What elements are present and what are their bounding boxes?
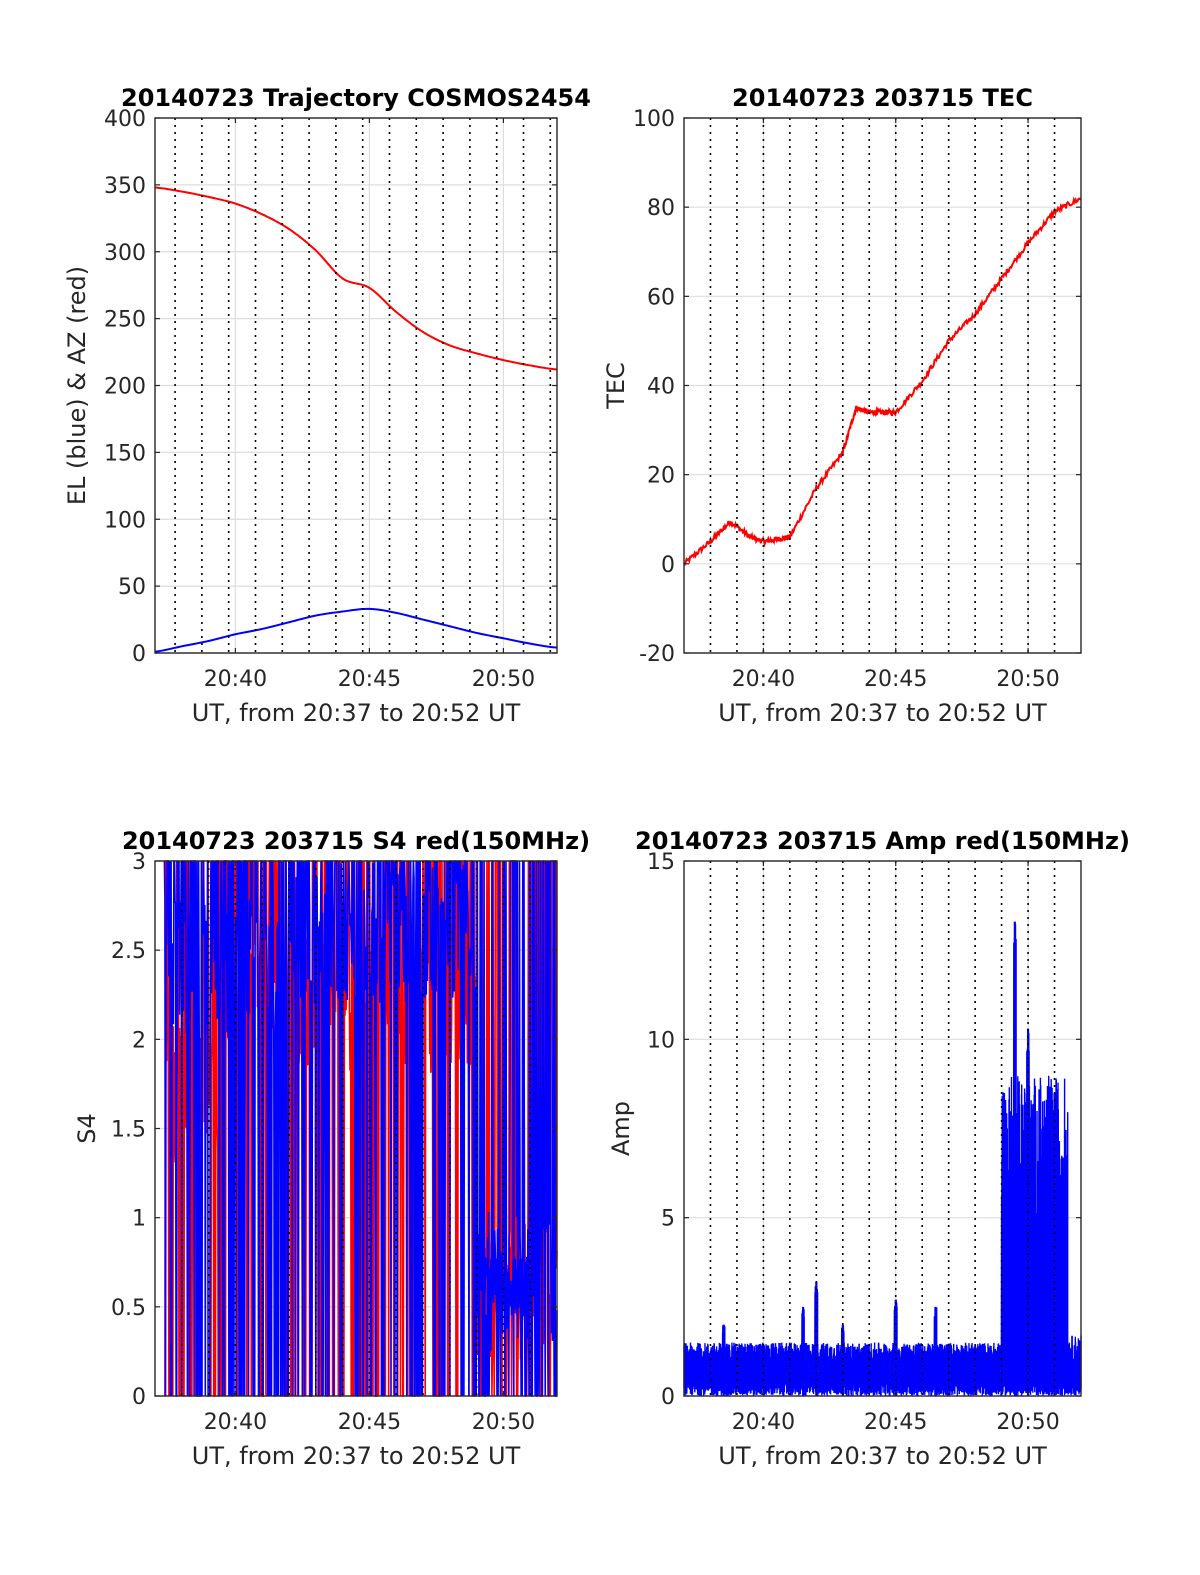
y-tick-label: 60: [647, 285, 675, 310]
y-tick-label: 15: [647, 850, 675, 875]
series-line-blue: [154, 607, 558, 653]
chart-panel-2: -20 0 20 40 60 80 100 20:40 20:45 20:50 20140723 2…: [602, 84, 1082, 727]
y-tick-label: 0: [661, 1385, 675, 1410]
x-tick-label: 20:40: [732, 667, 795, 692]
x-tick-label: 20:45: [338, 667, 401, 692]
chart-title: 20140723 203715 TEC: [732, 84, 1033, 112]
x-tick-label: 20:50: [472, 1410, 535, 1435]
y-tick-label: 100: [633, 107, 675, 132]
x-tick-label: 20:45: [864, 667, 927, 692]
chart-panel-3: 0 0.5 1 1.5 2 2.5 3 20:40 20:45 20:50 20140723 203…: [73, 827, 590, 1470]
y-tick-label: 0.5: [111, 1296, 146, 1321]
series-line-red: [154, 186, 558, 371]
y-tick-label: 10: [647, 1028, 675, 1053]
y-axis-label: S4: [73, 1113, 101, 1144]
x-axis-label: UT, from 20:37 to 20:52 UT: [718, 1442, 1047, 1470]
chart-panel-1: 0 50 100 150 200 250 300 350 400 20:40 20:45 20:50 2…: [63, 84, 591, 727]
y-tick-label: 0: [132, 642, 146, 667]
y-tick-label: 2.5: [111, 939, 146, 964]
chart-title: 20140723 Trajectory COSMOS2454: [121, 84, 591, 112]
x-tick-label: 20:50: [996, 1410, 1059, 1435]
y-tick-label: 150: [104, 441, 146, 466]
y-tick-label: 80: [647, 196, 675, 221]
chart-title: 20140723 203715 S4 red(150MHz): [122, 827, 590, 855]
y-tick-label: 400: [104, 107, 146, 132]
x-axis-label: UT, from 20:37 to 20:52 UT: [718, 699, 1047, 727]
y-tick-label: 250: [104, 308, 146, 333]
y-tick-label: 350: [104, 174, 146, 199]
y-tick-label: -20: [639, 642, 675, 667]
series-band-blue: [473, 1254, 537, 1317]
y-tick-label: 300: [104, 241, 146, 266]
y-tick-label: 0: [132, 1385, 146, 1410]
y-tick-label: 2: [132, 1028, 146, 1053]
y-tick-label: 5: [661, 1207, 675, 1232]
y-tick-label: 1: [132, 1207, 146, 1232]
series-line-blue: [163, 860, 558, 1397]
x-tick-label: 20:40: [204, 1410, 267, 1435]
axes-frame: [683, 860, 1082, 1397]
y-tick-label: 100: [104, 508, 146, 533]
chart-panel-4: 0 5 10 15 20:40 20:45 20:50 20140723 203715 Amp…: [607, 827, 1130, 1470]
y-tick-label: 0: [661, 553, 675, 578]
x-tick-label: 20:45: [864, 1410, 927, 1435]
x-tick-label: 20:40: [732, 1410, 795, 1435]
chart-title: 20140723 203715 Amp red(150MHz): [635, 827, 1130, 855]
y-tick-label: 20: [647, 464, 675, 489]
y-tick-label: 50: [118, 575, 146, 600]
x-tick-label: 20:50: [996, 667, 1059, 692]
series-line-red: [683, 196, 1082, 567]
y-axis-label: TEC: [602, 362, 630, 410]
y-tick-label: 3: [132, 850, 146, 875]
y-tick-label: 40: [647, 375, 675, 400]
y-tick-label: 1.5: [111, 1118, 146, 1143]
x-tick-label: 20:45: [338, 1410, 401, 1435]
x-tick-label: 20:50: [472, 667, 535, 692]
y-axis-label: Amp: [607, 1101, 635, 1156]
x-axis-label: UT, from 20:37 to 20:52 UT: [192, 1442, 521, 1470]
x-axis-label: UT, from 20:37 to 20:52 UT: [192, 699, 521, 727]
x-tick-label: 20:40: [204, 667, 267, 692]
y-tick-label: 200: [104, 375, 146, 400]
y-axis-label: EL (blue) & AZ (red): [63, 266, 91, 505]
